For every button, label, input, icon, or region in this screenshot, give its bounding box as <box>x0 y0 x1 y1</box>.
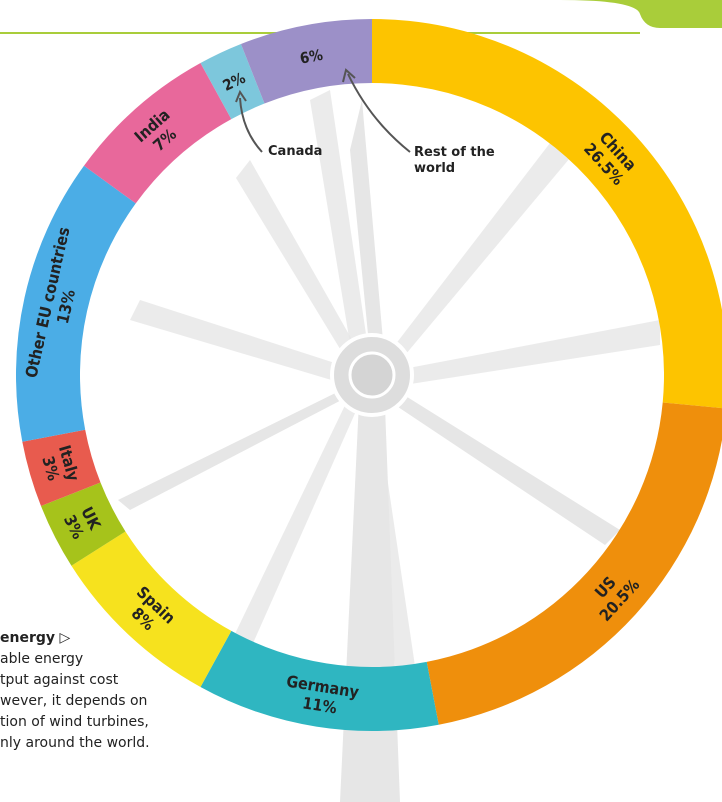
arrow-head <box>342 68 356 83</box>
caption-line: nly around the world. <box>0 735 150 751</box>
segment <box>200 630 439 731</box>
arrow-head <box>235 89 247 103</box>
segment <box>22 429 101 507</box>
turbine-background <box>118 90 660 802</box>
category-label: Rest of the world <box>414 145 495 176</box>
segment <box>240 19 372 104</box>
segment <box>200 43 265 120</box>
caption-line: able energy <box>0 651 84 667</box>
category-label: Canada <box>268 144 323 159</box>
arrow <box>239 97 263 153</box>
segment-label: 6% <box>298 46 324 68</box>
caption-title: energy <box>0 630 56 646</box>
caption-line: tion of wind turbines, <box>0 714 149 730</box>
segment <box>426 402 722 725</box>
caption: energy ▷ able energy tput against cost weve… <box>0 628 300 754</box>
segment <box>372 19 722 409</box>
segment <box>83 63 232 204</box>
segment <box>40 482 126 566</box>
corner-tab <box>560 0 722 28</box>
value-label: 6% <box>298 46 324 68</box>
caption-line: wever, it depends on <box>0 693 148 709</box>
arrow <box>347 73 411 153</box>
caption-arrow: ▷ <box>59 630 71 646</box>
segment <box>16 165 136 442</box>
caption-line: tput against cost <box>0 672 119 688</box>
segment <box>71 531 232 687</box>
